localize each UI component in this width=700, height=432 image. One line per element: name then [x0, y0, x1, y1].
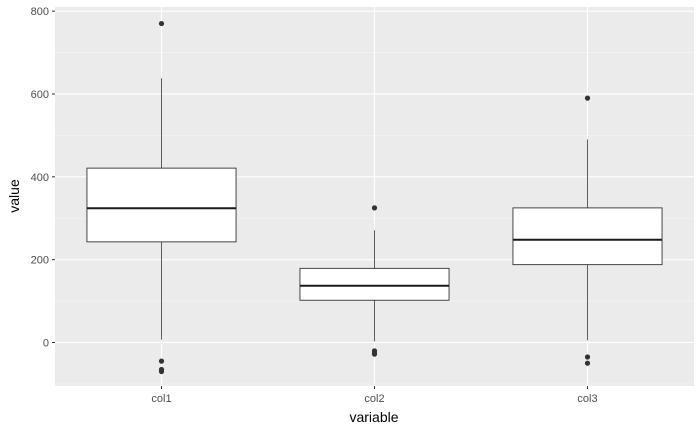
- y-tick-label: 0: [43, 338, 49, 350]
- box-iqr: [86, 167, 237, 243]
- y-tick-label: 400: [31, 172, 49, 184]
- y-axis-title: value: [6, 179, 22, 213]
- box-iqr: [512, 207, 663, 266]
- outlier-point: [371, 205, 378, 211]
- box-col3: [512, 95, 663, 366]
- box-col1: [86, 20, 237, 375]
- box-col2: [299, 205, 450, 357]
- x-tick-label: col2: [364, 393, 384, 405]
- outlier-point: [158, 358, 165, 364]
- outlier-point: [371, 351, 378, 357]
- y-axis: 0 200 400 600 800: [31, 6, 55, 350]
- y-tick-label: 800: [31, 6, 49, 18]
- outlier-point: [584, 354, 591, 360]
- outlier-point: [158, 20, 165, 27]
- outlier-point: [158, 368, 165, 375]
- x-tick-label: col1: [151, 393, 171, 405]
- x-axis-title: variable: [349, 409, 398, 425]
- x-tick-label: col3: [577, 393, 597, 405]
- y-tick-label: 200: [31, 255, 49, 267]
- box-iqr: [299, 267, 450, 301]
- outlier-point: [584, 95, 591, 101]
- outlier-point: [584, 360, 591, 366]
- boxes: [86, 20, 663, 375]
- x-axis: col1 col2 col3: [151, 386, 598, 405]
- y-tick-label: 600: [31, 89, 49, 101]
